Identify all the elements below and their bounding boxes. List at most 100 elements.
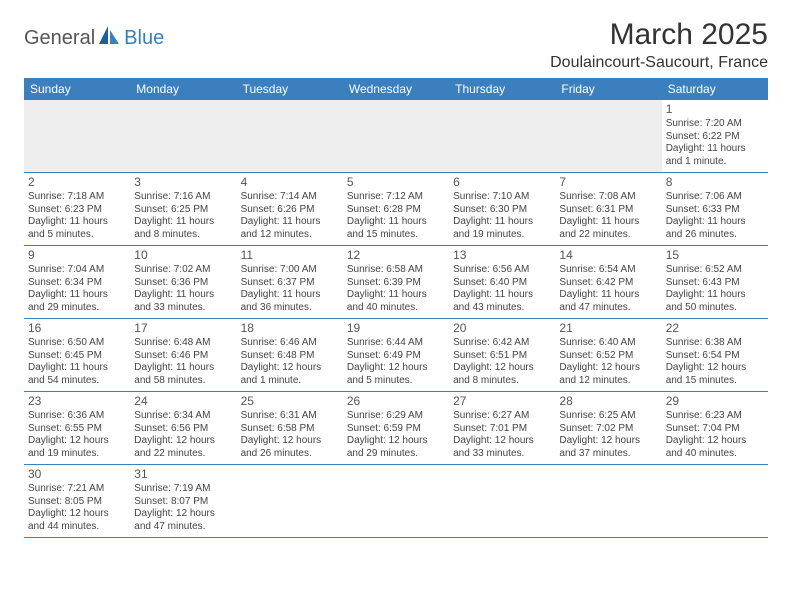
- daylight-text: Daylight: 11 hours and 22 minutes.: [559, 216, 657, 241]
- calendar-cell: 30Sunrise: 7:21 AMSunset: 8:05 PMDayligh…: [24, 465, 130, 538]
- sunset-text: Sunset: 6:40 PM: [453, 277, 551, 290]
- logo-sail-icon: [99, 26, 121, 51]
- day-number: 22: [666, 321, 764, 336]
- sunset-text: Sunset: 6:30 PM: [453, 204, 551, 217]
- calendar-cell: 20Sunrise: 6:42 AMSunset: 6:51 PMDayligh…: [449, 319, 555, 392]
- daylight-text: Daylight: 11 hours and 12 minutes.: [241, 216, 339, 241]
- day-number: 27: [453, 394, 551, 409]
- day-number: 25: [241, 394, 339, 409]
- sunset-text: Sunset: 6:25 PM: [134, 204, 232, 217]
- sunrise-text: Sunrise: 7:21 AM: [28, 483, 126, 496]
- sunset-text: Sunset: 6:33 PM: [666, 204, 764, 217]
- calendar-cell: [237, 100, 343, 173]
- calendar-cell: [24, 100, 130, 173]
- day-number: 2: [28, 175, 126, 190]
- sunset-text: Sunset: 6:22 PM: [666, 131, 764, 144]
- sunrise-text: Sunrise: 7:02 AM: [134, 264, 232, 277]
- sunrise-text: Sunrise: 7:12 AM: [347, 191, 445, 204]
- sunrise-text: Sunrise: 6:50 AM: [28, 337, 126, 350]
- calendar-cell: 1Sunrise: 7:20 AMSunset: 6:22 PMDaylight…: [662, 100, 768, 173]
- sunrise-text: Sunrise: 6:42 AM: [453, 337, 551, 350]
- sunset-text: Sunset: 6:48 PM: [241, 350, 339, 363]
- day-number: 23: [28, 394, 126, 409]
- day-number: 28: [559, 394, 657, 409]
- sunrise-text: Sunrise: 6:29 AM: [347, 410, 445, 423]
- sunrise-text: Sunrise: 6:23 AM: [666, 410, 764, 423]
- calendar-cell: [237, 465, 343, 538]
- calendar-cell: [130, 100, 236, 173]
- calendar-cell: 8Sunrise: 7:06 AMSunset: 6:33 PMDaylight…: [662, 173, 768, 246]
- calendar-cell: 26Sunrise: 6:29 AMSunset: 6:59 PMDayligh…: [343, 392, 449, 465]
- sunset-text: Sunset: 6:26 PM: [241, 204, 339, 217]
- calendar-week-row: 23Sunrise: 6:36 AMSunset: 6:55 PMDayligh…: [24, 392, 768, 465]
- day-header: Monday: [130, 78, 236, 100]
- calendar-cell: [555, 100, 661, 173]
- sunrise-text: Sunrise: 6:52 AM: [666, 264, 764, 277]
- calendar-cell: 23Sunrise: 6:36 AMSunset: 6:55 PMDayligh…: [24, 392, 130, 465]
- calendar-table: SundayMondayTuesdayWednesdayThursdayFrid…: [24, 78, 768, 538]
- daylight-text: Daylight: 11 hours and 8 minutes.: [134, 216, 232, 241]
- day-number: 17: [134, 321, 232, 336]
- calendar-cell: 17Sunrise: 6:48 AMSunset: 6:46 PMDayligh…: [130, 319, 236, 392]
- sunset-text: Sunset: 6:31 PM: [559, 204, 657, 217]
- sunrise-text: Sunrise: 6:58 AM: [347, 264, 445, 277]
- day-header: Sunday: [24, 78, 130, 100]
- daylight-text: Daylight: 11 hours and 33 minutes.: [134, 289, 232, 314]
- sunrise-text: Sunrise: 7:14 AM: [241, 191, 339, 204]
- day-number: 21: [559, 321, 657, 336]
- day-number: 18: [241, 321, 339, 336]
- calendar-cell: 25Sunrise: 6:31 AMSunset: 6:58 PMDayligh…: [237, 392, 343, 465]
- daylight-text: Daylight: 12 hours and 1 minute.: [241, 362, 339, 387]
- calendar-cell: 24Sunrise: 6:34 AMSunset: 6:56 PMDayligh…: [130, 392, 236, 465]
- daylight-text: Daylight: 12 hours and 29 minutes.: [347, 435, 445, 460]
- sunrise-text: Sunrise: 6:31 AM: [241, 410, 339, 423]
- sunset-text: Sunset: 6:46 PM: [134, 350, 232, 363]
- logo-text-blue: Blue: [124, 27, 164, 50]
- calendar-cell: 10Sunrise: 7:02 AMSunset: 6:36 PMDayligh…: [130, 246, 236, 319]
- calendar-week-row: 9Sunrise: 7:04 AMSunset: 6:34 PMDaylight…: [24, 246, 768, 319]
- calendar-cell: 13Sunrise: 6:56 AMSunset: 6:40 PMDayligh…: [449, 246, 555, 319]
- day-number: 5: [347, 175, 445, 190]
- sunrise-text: Sunrise: 6:44 AM: [347, 337, 445, 350]
- daylight-text: Daylight: 11 hours and 5 minutes.: [28, 216, 126, 241]
- day-number: 15: [666, 248, 764, 263]
- day-number: 13: [453, 248, 551, 263]
- day-number: 12: [347, 248, 445, 263]
- daylight-text: Daylight: 12 hours and 12 minutes.: [559, 362, 657, 387]
- day-header-row: SundayMondayTuesdayWednesdayThursdayFrid…: [24, 78, 768, 100]
- sunrise-text: Sunrise: 6:25 AM: [559, 410, 657, 423]
- sunrise-text: Sunrise: 7:04 AM: [28, 264, 126, 277]
- day-header: Wednesday: [343, 78, 449, 100]
- calendar-cell: 28Sunrise: 6:25 AMSunset: 7:02 PMDayligh…: [555, 392, 661, 465]
- calendar-cell: [343, 465, 449, 538]
- day-header: Tuesday: [237, 78, 343, 100]
- daylight-text: Daylight: 11 hours and 43 minutes.: [453, 289, 551, 314]
- day-number: 11: [241, 248, 339, 263]
- calendar-cell: 14Sunrise: 6:54 AMSunset: 6:42 PMDayligh…: [555, 246, 661, 319]
- daylight-text: Daylight: 12 hours and 37 minutes.: [559, 435, 657, 460]
- calendar-cell: [449, 100, 555, 173]
- sunset-text: Sunset: 7:02 PM: [559, 423, 657, 436]
- day-number: 19: [347, 321, 445, 336]
- calendar-cell: [662, 465, 768, 538]
- location-text: Doulaincourt-Saucourt, France: [550, 54, 768, 72]
- calendar-cell: 16Sunrise: 6:50 AMSunset: 6:45 PMDayligh…: [24, 319, 130, 392]
- day-header: Saturday: [662, 78, 768, 100]
- day-number: 1: [666, 102, 764, 117]
- daylight-text: Daylight: 12 hours and 22 minutes.: [134, 435, 232, 460]
- sunrise-text: Sunrise: 7:18 AM: [28, 191, 126, 204]
- daylight-text: Daylight: 12 hours and 40 minutes.: [666, 435, 764, 460]
- calendar-cell: 19Sunrise: 6:44 AMSunset: 6:49 PMDayligh…: [343, 319, 449, 392]
- logo-text-general: General: [24, 27, 95, 50]
- sunset-text: Sunset: 6:59 PM: [347, 423, 445, 436]
- daylight-text: Daylight: 12 hours and 19 minutes.: [28, 435, 126, 460]
- logo: General Blue: [24, 26, 164, 51]
- calendar-cell: 15Sunrise: 6:52 AMSunset: 6:43 PMDayligh…: [662, 246, 768, 319]
- calendar-cell: 2Sunrise: 7:18 AMSunset: 6:23 PMDaylight…: [24, 173, 130, 246]
- sunrise-text: Sunrise: 7:06 AM: [666, 191, 764, 204]
- sunset-text: Sunset: 6:37 PM: [241, 277, 339, 290]
- day-number: 26: [347, 394, 445, 409]
- sunrise-text: Sunrise: 7:10 AM: [453, 191, 551, 204]
- calendar-cell: 11Sunrise: 7:00 AMSunset: 6:37 PMDayligh…: [237, 246, 343, 319]
- sunset-text: Sunset: 6:34 PM: [28, 277, 126, 290]
